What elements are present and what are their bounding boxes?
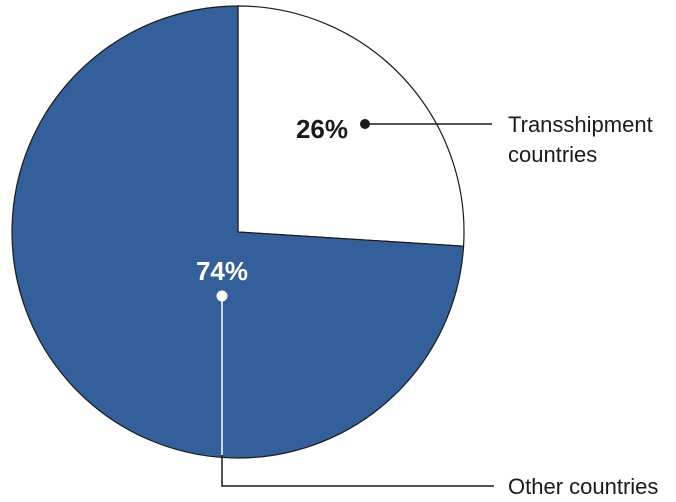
value-label-other: 74%	[196, 256, 248, 286]
category-label-line-1: Transshipment	[508, 112, 653, 137]
category-label-transshipment: Transshipment	[508, 112, 653, 137]
category-label-other: Other countries	[508, 474, 658, 499]
value-label-transshipment: 26%	[296, 114, 348, 144]
pie-slices	[11, 5, 465, 459]
category-label-transshipment-line-2: countries	[508, 142, 597, 167]
category-label-line-2: countries	[508, 142, 597, 167]
pie-slice-transshipment	[237, 5, 465, 247]
pie-slice-other	[11, 5, 465, 459]
leader-line-other-outside	[221, 455, 494, 487]
